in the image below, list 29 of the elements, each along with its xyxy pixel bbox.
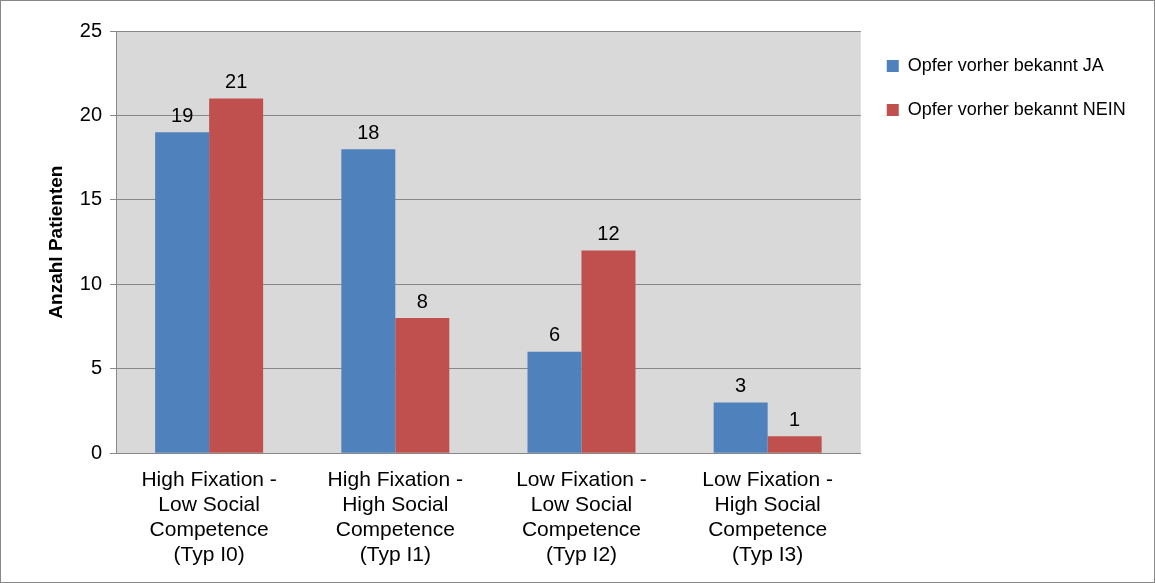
legend-label: Opfer vorher bekannt NEIN bbox=[907, 98, 1126, 119]
data-label: 3 bbox=[735, 374, 747, 397]
data-label: 18 bbox=[357, 120, 380, 143]
bar bbox=[767, 436, 822, 453]
y-tick-label: 10 bbox=[79, 271, 103, 294]
data-label: 12 bbox=[597, 222, 620, 245]
x-tick-label: Low Fixation - High Social Competence (Typ I3) bbox=[702, 466, 834, 566]
data-label: 8 bbox=[416, 289, 428, 312]
bar bbox=[155, 132, 210, 453]
y-tick-label: 20 bbox=[79, 102, 103, 125]
x-tick-label: Low Fixation - Low Social Competence (Typ I2) bbox=[516, 466, 647, 566]
x-tick-label: High Fixation - High Social Competence (Typ I1) bbox=[327, 466, 464, 566]
data-label: 6 bbox=[548, 323, 561, 346]
bar bbox=[581, 250, 636, 453]
data-label: 19 bbox=[171, 103, 194, 126]
bar bbox=[527, 351, 582, 453]
bar bbox=[395, 318, 450, 453]
bar bbox=[713, 402, 768, 453]
y-tick-label: 0 bbox=[90, 440, 103, 463]
y-tick-label: 5 bbox=[90, 356, 103, 379]
y-axis-title: Anzahl Patienten bbox=[44, 165, 66, 319]
data-label: 21 bbox=[225, 70, 248, 93]
data-label: 1 bbox=[789, 407, 801, 430]
legend-label: Opfer vorher bekannt JA bbox=[907, 54, 1104, 75]
bar bbox=[341, 149, 396, 453]
y-tick-label: 25 bbox=[79, 18, 103, 41]
y-tick-label: 15 bbox=[79, 187, 103, 210]
bar bbox=[209, 98, 264, 453]
x-tick-label: High Fixation - Low Social Competence (Typ I0) bbox=[141, 466, 277, 566]
